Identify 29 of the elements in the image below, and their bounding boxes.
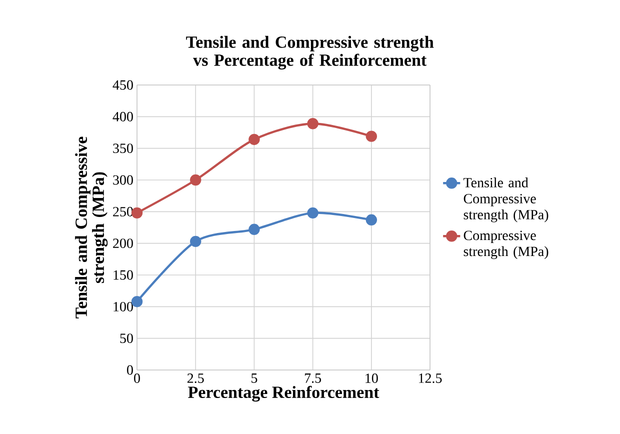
point: [248, 224, 260, 235]
x-tick-label: 2.5: [187, 374, 204, 384]
x-tick-label: 12.5: [418, 374, 442, 384]
point: [307, 118, 318, 130]
y-tick-label: 350: [113, 144, 133, 154]
y-tick-label: 50: [120, 334, 133, 344]
y-tick-label: 100: [114, 302, 133, 312]
x-axis-title: Percentage Reinforcement: [188, 386, 380, 402]
y-tick-label: 400: [112, 112, 133, 122]
point: [190, 236, 202, 248]
point: [366, 214, 378, 226]
y-tick-label: 450: [112, 80, 133, 90]
point: [131, 296, 143, 308]
point: [248, 134, 260, 146]
x-tick-label: 7.5: [304, 374, 322, 383]
point: [366, 130, 378, 142]
y-tick-label: 300: [113, 175, 133, 185]
y-axis-title: Tensile and Compressive strength (MPa): [75, 136, 108, 318]
chart-title: Tensile and Compressive strength vs Percentage of Reinforcement: [186, 36, 434, 70]
x-tick-label: 10: [366, 374, 378, 383]
y-tick-label: 200: [113, 238, 133, 248]
point: [190, 174, 202, 186]
point: [307, 207, 318, 219]
y-tick-label: 150: [114, 270, 133, 280]
y-tick-label: 0: [127, 365, 133, 375]
x-tick-label: 5: [252, 374, 258, 383]
legend-label: Tensile and Compressive strength (MPa): [464, 178, 548, 222]
legend-label: Compressive strength (MPa): [464, 230, 548, 260]
x-tick-label: 0: [134, 374, 140, 383]
